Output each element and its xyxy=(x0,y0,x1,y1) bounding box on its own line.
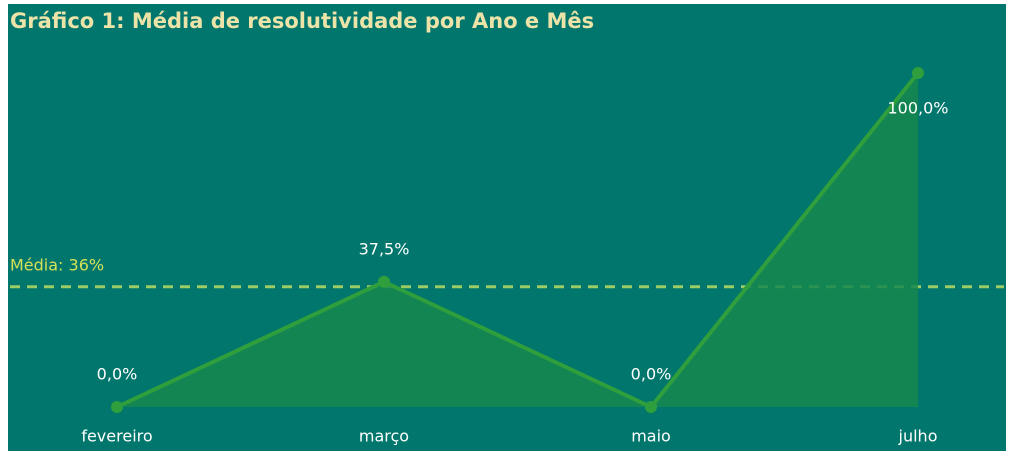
x-tick-label: fevereiro xyxy=(81,427,152,446)
x-tick-label: julho xyxy=(898,427,938,446)
data-point xyxy=(912,67,924,79)
data-label: 0,0% xyxy=(97,365,138,384)
data-label: 37,5% xyxy=(359,239,410,258)
x-tick-label: maio xyxy=(631,427,671,446)
data-point xyxy=(111,401,123,413)
data-label: 100,0% xyxy=(887,99,948,118)
data-point xyxy=(378,275,390,288)
line xyxy=(116,71,920,409)
data-point xyxy=(645,401,657,413)
chart-title: Gráfico 1: Média de resolutividade por A… xyxy=(10,9,594,33)
data-label: 0,0% xyxy=(631,365,672,384)
average-label: Média: 36% xyxy=(10,255,104,274)
x-tick-label: março xyxy=(359,427,409,446)
